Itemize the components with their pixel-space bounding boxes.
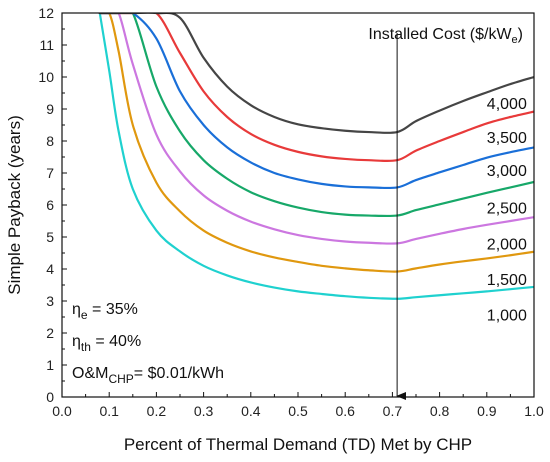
x-axis: 0.0 0.1 0.2 0.3 0.4 0.5 0.6 0.7 0.8 0.9 1.0 [52,392,544,419]
series-line-2000 [98,13,534,245]
x-tick-label: 0.0 [52,403,72,419]
x-tick-label: 0.4 [241,403,261,419]
annotation-eta-th: ηth = 40% [72,333,141,354]
x-tick-label: 0.5 [288,403,308,419]
legend-title: Installed Cost ($/kWe) [368,26,523,46]
y-tick-label: 10 [38,69,54,85]
y-tick-label: 4 [46,261,54,277]
x-tick-label: 0.7 [383,403,403,419]
series-line-4000 [98,13,534,134]
series-label-2000: 2,000 [487,236,527,253]
series-label-2500: 2,500 [487,201,527,218]
x-tick-label: 0.1 [99,403,119,419]
x-tick-label: 0.3 [194,403,214,419]
y-tick-label: 5 [46,229,54,245]
y-tick-label: 8 [46,133,54,149]
x-tick-label: 0.2 [147,403,167,419]
series-line-3000 [98,13,534,190]
y-tick-label: 12 [38,5,54,21]
series-label-4000: 4,000 [487,96,527,113]
y-tick-label: 1 [46,357,54,373]
series-label-3000: 3,000 [487,163,527,180]
y-tick-label: 3 [46,293,54,309]
series-label-3500: 3,500 [487,130,527,147]
series-line-2500 [98,13,534,218]
series-layer [98,13,534,300]
y-axis-title: Simple Payback (years) [5,115,24,295]
annotation-eta-e: ηe = 35% [72,301,138,322]
y-tick-label: 7 [46,165,54,181]
series-line-3500 [98,13,534,163]
series-label-1500: 1,500 [487,272,527,289]
y-tick-label: 9 [46,101,54,117]
series-label-1000: 1,000 [487,307,527,324]
y-tick-label: 11 [39,37,54,53]
series-line-1500 [98,13,534,273]
x-tick-label: 0.8 [430,403,450,419]
y-tick-label: 6 [46,197,54,213]
y-tick-label: 2 [46,325,54,341]
y-tick-label: 0 [46,389,54,405]
x-tick-label: 0.6 [335,403,355,419]
x-tick-label: 1.0 [524,403,544,419]
x-axis-title: Percent of Thermal Demand (TD) Met by CH… [124,435,472,454]
series-line-1000 [98,13,534,300]
annotation-om: O&MCHP= $0.01/kWh [72,365,224,386]
x-tick-label: 0.9 [477,403,497,419]
series-labels: 4,000 3,500 3,000 2,500 2,000 1,500 1,000 [487,96,527,324]
